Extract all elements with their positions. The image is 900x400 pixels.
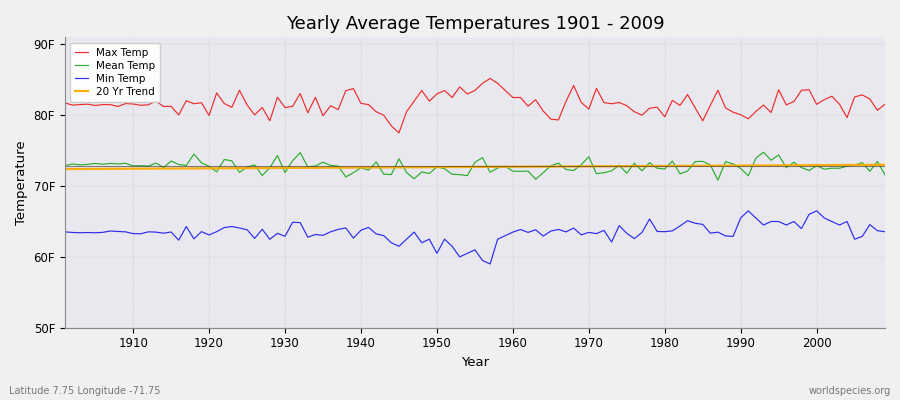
Mean Temp bbox=[879, 172, 890, 177]
Text: Latitude 7.75 Longitude -71.75: Latitude 7.75 Longitude -71.75 bbox=[9, 386, 160, 396]
Mean Temp bbox=[59, 163, 70, 168]
Max Temp bbox=[485, 76, 496, 81]
20 Yr Trend bbox=[500, 164, 510, 169]
Min Temp bbox=[287, 220, 298, 225]
Mean Temp bbox=[713, 178, 724, 182]
Min Temp bbox=[607, 240, 617, 244]
20 Yr Trend bbox=[879, 162, 890, 167]
Mean Temp bbox=[120, 161, 130, 166]
Max Temp bbox=[287, 104, 298, 109]
20 Yr Trend bbox=[120, 166, 130, 171]
Text: worldspecies.org: worldspecies.org bbox=[809, 386, 891, 396]
Max Temp bbox=[523, 104, 534, 108]
Line: Max Temp: Max Temp bbox=[65, 78, 885, 133]
Max Temp bbox=[515, 95, 526, 100]
Min Temp bbox=[742, 208, 753, 213]
Min Temp bbox=[879, 229, 890, 234]
20 Yr Trend bbox=[59, 167, 70, 172]
Mean Temp bbox=[287, 158, 298, 163]
Max Temp bbox=[59, 100, 70, 105]
Max Temp bbox=[333, 107, 344, 112]
20 Yr Trend bbox=[598, 164, 609, 169]
Mean Temp bbox=[758, 150, 769, 155]
Min Temp bbox=[508, 230, 518, 234]
Y-axis label: Temperature: Temperature bbox=[15, 140, 28, 225]
20 Yr Trend bbox=[333, 165, 344, 170]
Title: Yearly Average Temperatures 1901 - 2009: Yearly Average Temperatures 1901 - 2009 bbox=[285, 15, 664, 33]
Mean Temp bbox=[333, 164, 344, 168]
Line: Mean Temp: Mean Temp bbox=[65, 152, 885, 180]
Legend: Max Temp, Mean Temp, Min Temp, 20 Yr Trend: Max Temp, Mean Temp, Min Temp, 20 Yr Tre… bbox=[70, 42, 160, 102]
Min Temp bbox=[120, 230, 130, 234]
Mean Temp bbox=[508, 169, 518, 174]
X-axis label: Year: Year bbox=[461, 356, 489, 369]
Min Temp bbox=[59, 230, 70, 234]
Min Temp bbox=[485, 262, 496, 266]
20 Yr Trend bbox=[508, 164, 518, 169]
Mean Temp bbox=[500, 164, 510, 169]
Max Temp bbox=[393, 130, 404, 135]
Min Temp bbox=[333, 227, 344, 232]
Max Temp bbox=[120, 101, 130, 106]
Line: Min Temp: Min Temp bbox=[65, 211, 885, 264]
Max Temp bbox=[614, 100, 625, 105]
Line: 20 Yr Trend: 20 Yr Trend bbox=[65, 165, 885, 169]
20 Yr Trend bbox=[287, 166, 298, 170]
Max Temp bbox=[879, 102, 890, 106]
Min Temp bbox=[515, 227, 526, 232]
Mean Temp bbox=[598, 170, 609, 175]
